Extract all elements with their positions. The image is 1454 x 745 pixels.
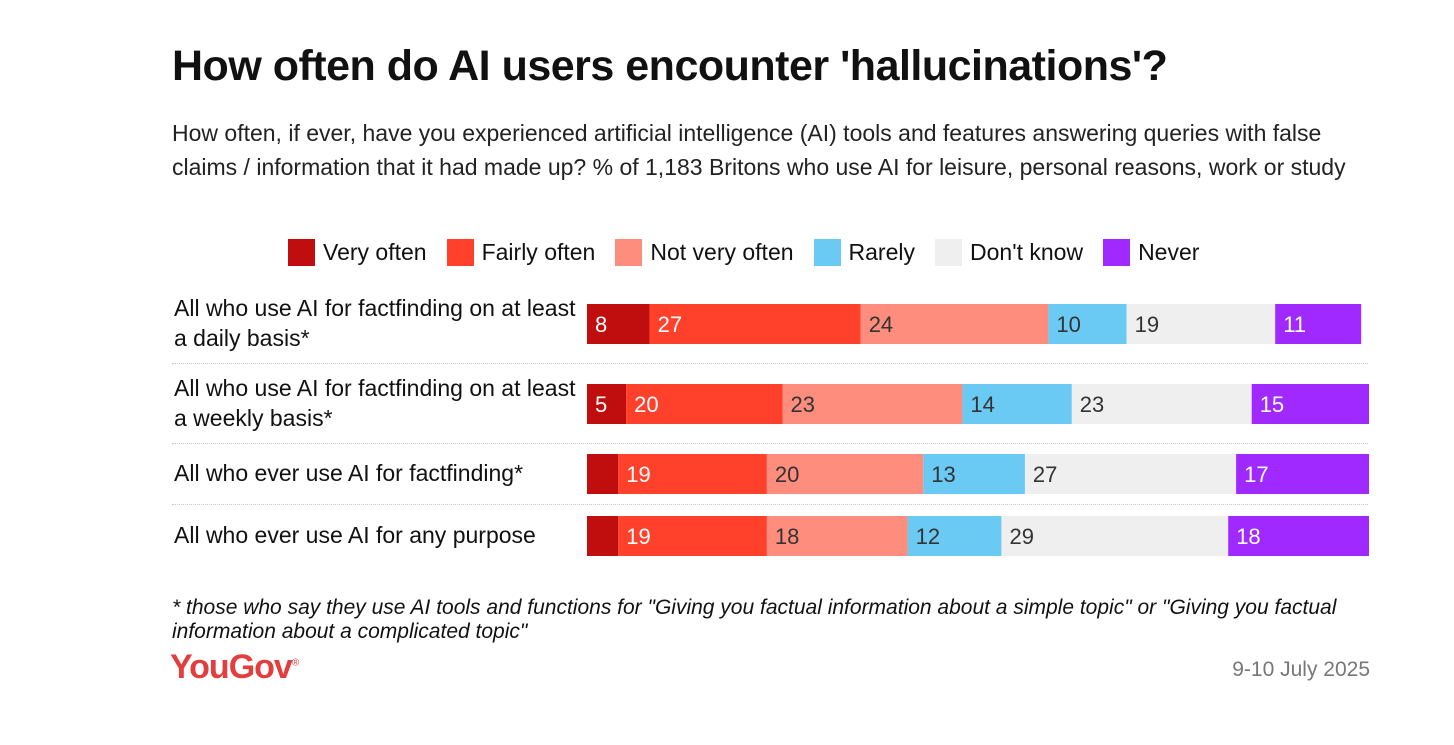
bar-never-row-3 — [1236, 454, 1369, 494]
bar-label-rarely-row-2: 14 — [970, 392, 994, 417]
bar-label-not-very-often-row-4: 18 — [775, 524, 799, 549]
legend-label-dont-know: Don't know — [970, 239, 1084, 265]
bar-not-very-often-row-4 — [766, 516, 908, 556]
bar-label-very-often-row-1: 8 — [595, 312, 607, 337]
bar-rarely-row-4 — [907, 516, 1002, 556]
bar-label-rarely-row-1: 10 — [1056, 312, 1080, 337]
legend-item-dont-know: Don't know — [935, 239, 1083, 266]
chart-subtitle: How often, if ever, have you experienced… — [172, 120, 1346, 180]
bar-fairly-often-row-4 — [618, 516, 767, 556]
bar-label-not-very-often-row-2: 23 — [791, 392, 815, 417]
logo-text: YouGov — [170, 648, 293, 686]
bar-label-rarely-row-3: 13 — [931, 462, 955, 487]
legend-swatch-dont-know — [935, 239, 962, 266]
bar-rarely-row-2 — [962, 384, 1072, 424]
bar-not-very-often-row-2 — [782, 384, 963, 424]
legend-label-very-often: Very often — [323, 239, 427, 265]
legend-swatch-very-often — [288, 239, 315, 266]
row-separator — [172, 363, 1368, 364]
bar-label-not-very-often-row-3: 20 — [775, 462, 799, 487]
legend-item-never: Never — [1103, 239, 1199, 266]
bar-label-never-row-3: 17 — [1244, 462, 1268, 487]
bar-fairly-often-row-1 — [649, 304, 861, 344]
bar-label-fairly-often-row-1: 27 — [658, 312, 682, 337]
bar-never-row-1 — [1275, 304, 1362, 344]
logo-registered-mark: ® — [291, 657, 300, 669]
legend: Very often Fairly often Not very often R… — [288, 239, 1199, 266]
legend-swatch-fairly-often — [446, 239, 474, 266]
bar-label-not-very-often-row-1: 24 — [869, 312, 893, 337]
bar-label-rarely-row-4: 12 — [916, 524, 940, 549]
bar-label-don-t-know-row-2: 23 — [1080, 392, 1104, 417]
bar-fairly-often-row-2 — [626, 384, 783, 424]
bar-don-t-know-row-3 — [1024, 454, 1236, 494]
bar-don-t-know-row-2 — [1071, 384, 1252, 424]
legend-label-fairly-often: Fairly often — [481, 239, 596, 265]
chart-title: How often do AI users encounter 'halluci… — [172, 42, 1168, 90]
bar-fairly-often-row-3 — [618, 454, 767, 494]
bar-label-fairly-often-row-2: 20 — [634, 392, 658, 417]
legend-item-fairly-often: Fairly often — [446, 239, 596, 266]
legend-label-never: Never — [1138, 239, 1200, 265]
bar-rarely-row-1 — [1048, 304, 1127, 344]
bar-not-very-often-row-3 — [766, 454, 924, 494]
bar-don-t-know-row-1 — [1126, 304, 1276, 344]
bar-label-very-often-row-2: 5 — [595, 392, 607, 417]
bar-label-never-row-4: 18 — [1236, 524, 1260, 549]
bar-not-very-often-row-1 — [860, 304, 1049, 344]
legend-item-very-often: Very often — [288, 239, 427, 266]
bar-very-often-row-3 — [587, 454, 619, 494]
legend-swatch-rarely — [813, 239, 841, 266]
legend-item-rarely: Rarely — [813, 239, 915, 266]
row-label-daily: All who use AI for factfinding on at lea… — [174, 295, 576, 351]
row-separator — [172, 504, 1368, 505]
bar-very-often-row-4 — [587, 516, 619, 556]
bar-label-don-t-know-row-3: 27 — [1033, 462, 1057, 487]
bar-label-don-t-know-row-4: 29 — [1010, 524, 1034, 549]
bar-never-row-2 — [1251, 384, 1369, 424]
legend-label-rarely: Rarely — [848, 239, 915, 265]
bar-rarely-row-3 — [923, 454, 1025, 494]
row-label-weekly: All who use AI for factfinding on at lea… — [174, 375, 576, 431]
legend-item-not-very-often: Not very often — [615, 239, 794, 266]
fieldwork-date: 9-10 July 2025 — [1232, 658, 1370, 681]
legend-swatch-not-very-often — [615, 239, 643, 266]
bar-label-never-row-1: 11 — [1283, 312, 1306, 337]
bar-very-often-row-2 — [587, 384, 627, 424]
row-label-ever-factfinding: All who ever use AI for factfinding* — [174, 460, 524, 486]
bar-label-don-t-know-row-1: 19 — [1135, 312, 1159, 337]
footnote: * those who say they use AI tools and fu… — [172, 596, 1337, 643]
bar-label-fairly-often-row-3: 19 — [626, 462, 650, 487]
bar-never-row-4 — [1228, 516, 1369, 556]
legend-label-not-very-often: Not very often — [650, 239, 794, 265]
row-separator — [172, 443, 1368, 444]
bar-label-fairly-often-row-4: 19 — [626, 524, 650, 549]
bar-very-often-row-1 — [587, 304, 650, 344]
legend-swatch-never — [1103, 239, 1131, 266]
row-label-any-purpose: All who ever use AI for any purpose — [174, 522, 536, 548]
bar-don-t-know-row-4 — [1001, 516, 1229, 556]
bar-label-never-row-2: 15 — [1260, 392, 1284, 417]
yougov-logo: YouGov® — [170, 648, 299, 687]
